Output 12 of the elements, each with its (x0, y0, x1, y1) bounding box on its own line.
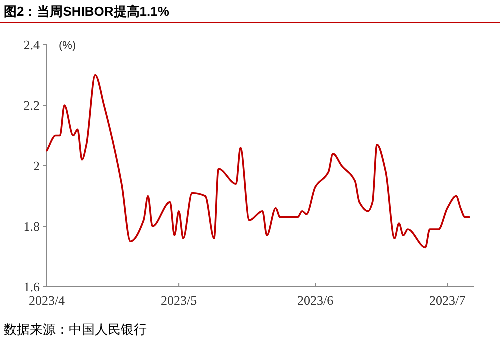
y-axis-title: (%) (59, 40, 76, 52)
y-tick-label: 2.2 (24, 98, 40, 113)
x-tick-label: 2023/6 (297, 293, 334, 308)
x-tick-label: 2023/7 (430, 293, 466, 308)
x-tick-label: 2023/4 (28, 293, 66, 308)
y-tick-label: 1.6 (24, 280, 40, 294)
x-tick-label: 2023/5 (161, 293, 198, 308)
source-note: 数据来源：中国人民银行 (4, 322, 147, 337)
chart-title: 图2：当周SHIBOR提高1.1% (4, 4, 170, 19)
y-tick-label: 2.4 (24, 38, 40, 52)
y-tick-label: 2 (34, 158, 40, 174)
y-tick-label: 1.8 (24, 219, 40, 234)
